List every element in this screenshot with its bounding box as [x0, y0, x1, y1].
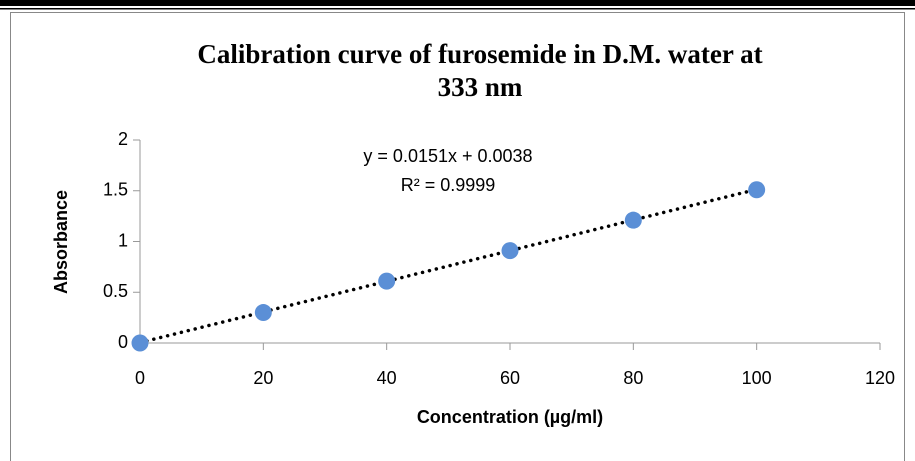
y-tick-label: 0 — [118, 332, 128, 352]
chart-title: Calibration curve of furosemide in D.M. … — [197, 39, 762, 69]
chart-frame — [10, 12, 905, 461]
data-point — [378, 272, 396, 290]
x-tick-label: 120 — [865, 368, 895, 388]
x-tick-label: 60 — [500, 368, 520, 388]
y-tick-label: 1.5 — [103, 180, 128, 200]
data-point — [131, 334, 149, 352]
x-tick-label: 80 — [623, 368, 643, 388]
data-point — [624, 211, 642, 229]
data-point — [501, 242, 519, 260]
top-border — [0, 0, 915, 6]
y-axis-label: Absorbance — [51, 190, 71, 294]
x-axis-label: Concentration (µg/ml) — [417, 407, 603, 427]
trendline — [138, 187, 759, 345]
data-point — [748, 181, 766, 199]
x-tick-label: 0 — [135, 368, 145, 388]
top-border-thin — [0, 8, 915, 10]
trendline-equation: y = 0.0151x + 0.0038 — [363, 146, 532, 166]
x-tick-label: 40 — [377, 368, 397, 388]
y-tick-label: 1 — [118, 230, 128, 250]
x-tick-label: 100 — [742, 368, 772, 388]
y-tick-label: 2 — [118, 129, 128, 149]
x-tick-label: 20 — [253, 368, 273, 388]
r-squared: R² = 0.9999 — [401, 175, 496, 195]
chart-title: 333 nm — [438, 72, 523, 102]
y-tick-label: 0.5 — [103, 281, 128, 301]
data-point — [254, 304, 272, 322]
